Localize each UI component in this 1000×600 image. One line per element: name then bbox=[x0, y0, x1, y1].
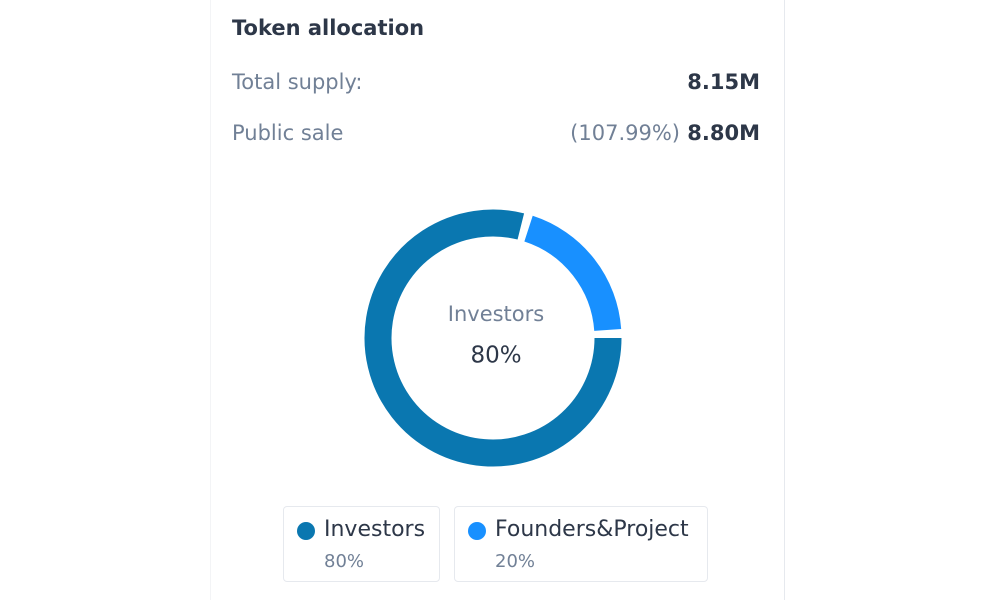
legend-label: Investors bbox=[324, 517, 426, 542]
donut-segment bbox=[524, 215, 622, 332]
legend-swatch bbox=[468, 522, 486, 540]
row-value: 8.15M bbox=[687, 70, 760, 94]
row-label: Total supply: bbox=[232, 70, 363, 94]
center-value: 80% bbox=[470, 343, 521, 369]
center-label: Investors bbox=[448, 302, 544, 326]
panel bbox=[210, 0, 785, 600]
legend-swatch bbox=[297, 522, 315, 540]
donut-segment bbox=[364, 209, 622, 467]
legend-value: 80% bbox=[324, 551, 365, 572]
legend-label: Founders&Project bbox=[495, 517, 689, 542]
panel-title: Token allocation bbox=[232, 16, 425, 40]
legend-value: 20% bbox=[495, 551, 536, 572]
row-label: Public sale bbox=[232, 121, 344, 145]
legend-item[interactable]: Founders&Project 20% bbox=[454, 506, 708, 582]
row-percent: (107.99%) bbox=[570, 121, 680, 145]
row-value: 8.80M bbox=[687, 121, 760, 145]
legend-item[interactable]: Investors 80% bbox=[283, 506, 440, 582]
